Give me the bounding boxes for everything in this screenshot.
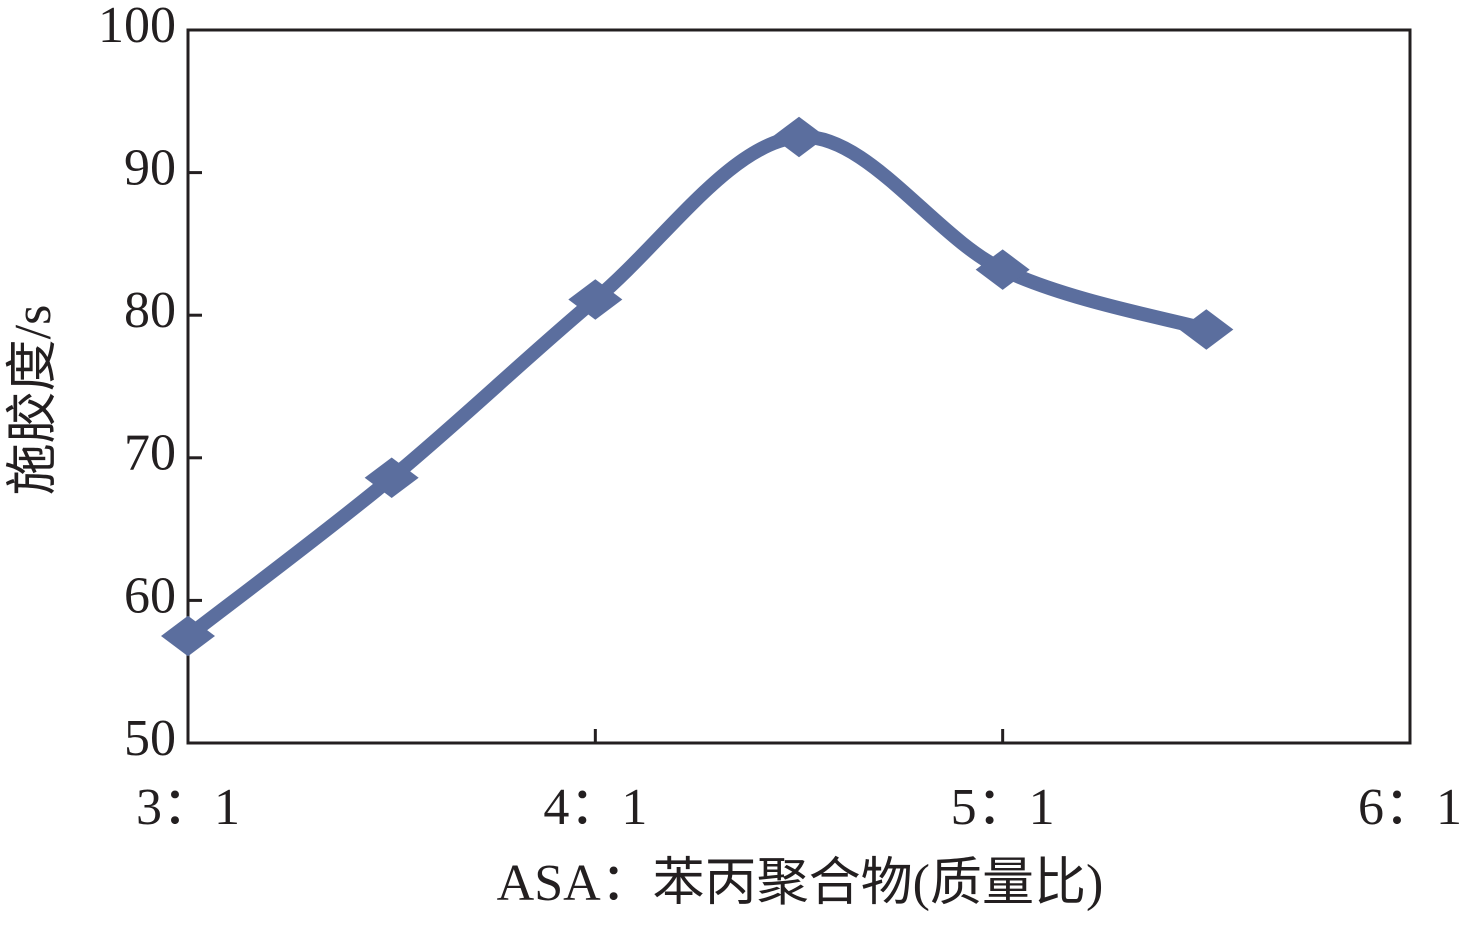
x-tick-label: 5：1 xyxy=(951,779,1055,836)
y-tick-label: 90 xyxy=(124,140,176,197)
marker xyxy=(568,279,623,320)
plot-frame xyxy=(186,28,1412,745)
y-tick-label: 60 xyxy=(124,567,176,624)
y-tick-label: 70 xyxy=(124,425,176,482)
y-tick-label: 50 xyxy=(124,710,176,767)
y-axis-label: 施胶度/s xyxy=(5,305,62,496)
line xyxy=(181,129,1214,644)
x-axis-label: ASA：苯丙聚合物(质量比) xyxy=(497,855,1104,912)
marker xyxy=(1179,309,1234,350)
marker xyxy=(975,249,1030,290)
x-tick-label: 3：1 xyxy=(136,779,240,836)
marker xyxy=(161,615,215,657)
x-tick-label: 6：1 xyxy=(1358,779,1462,836)
y-tick-label: 80 xyxy=(124,282,176,339)
marker xyxy=(772,116,826,158)
y-tick-label: 100 xyxy=(98,0,176,54)
marker xyxy=(364,457,419,499)
x-tick-label: 4：1 xyxy=(543,779,647,836)
